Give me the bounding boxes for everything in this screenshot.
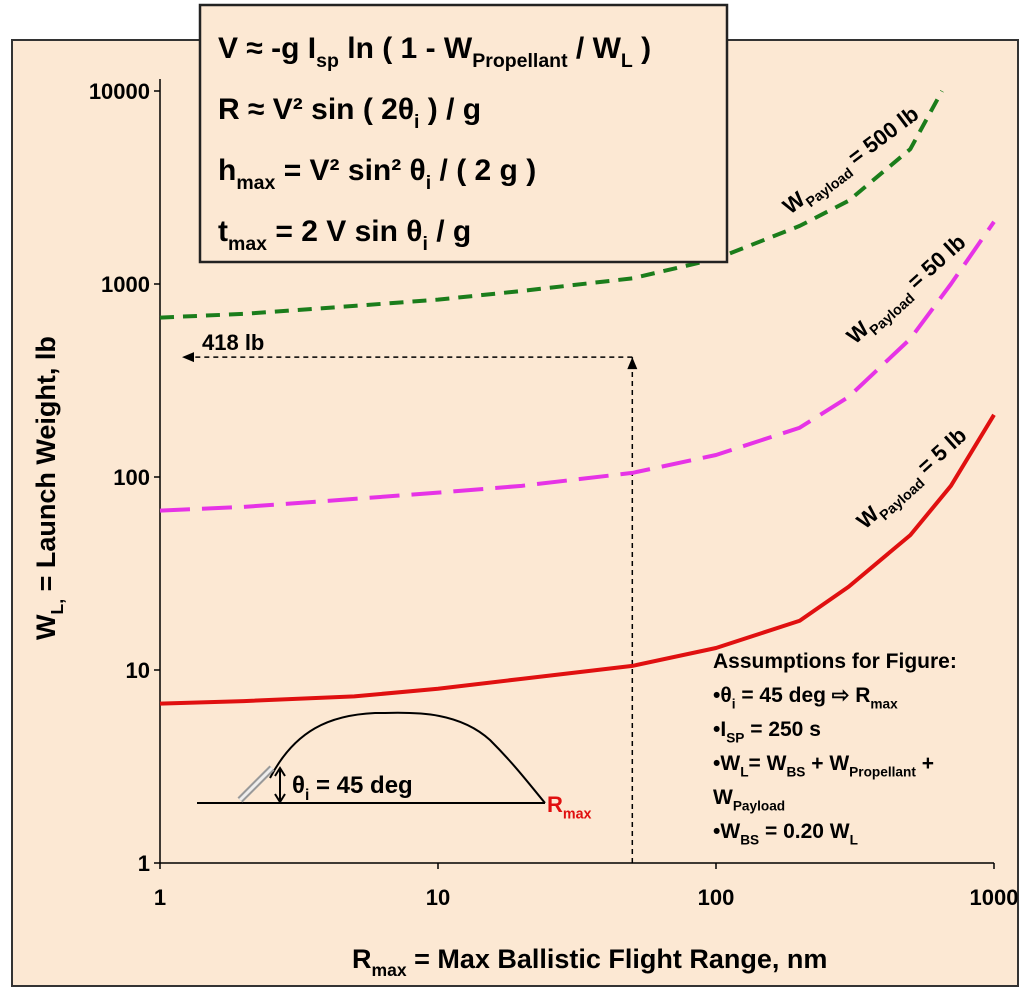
subscript: max [228,233,267,255]
text-part: = 45 deg [309,772,412,799]
subscript: max [236,172,275,194]
subscript: L [740,764,748,779]
text-part: t [218,215,228,248]
subscript: L [850,832,858,847]
subscript: max [372,960,407,980]
assumption-line: Assumptions for Figure: [713,650,957,673]
subscript: BS [740,832,759,847]
text-part: R [352,944,372,974]
text-part: + W [805,752,849,775]
text-part: V ≈ -g I [218,32,316,65]
text-part: = 250 s [744,718,820,741]
subscript: L, [47,599,67,615]
text-part: Assumptions for Figure: [713,650,957,673]
y-tick-label: 1 [138,851,150,876]
text-part: θ [292,772,305,799]
text-part: ) / g [419,93,481,126]
subscript: Propellant [849,764,916,779]
annotation-label: 418 lb [202,330,264,355]
x-tick-label: 1000 [970,885,1019,910]
subscript: Propellant [472,50,568,72]
text-part: R [547,792,563,817]
subscript: max [870,696,898,711]
subscript: SP [726,730,744,745]
text-part: W [31,614,61,640]
y-tick-label: 1000 [101,272,150,297]
text-part: •W [713,752,740,775]
text-part: ) [633,32,651,65]
chart: 1101001000100001101001000418 lbWPayload … [0,0,1028,994]
text-part: + [916,752,934,775]
subscript: Payload [733,798,785,813]
x-tick-label: 100 [698,885,735,910]
y-tick-label: 100 [113,465,150,490]
text-part: = 2 V sin θ [267,215,422,248]
subscript: L [621,50,633,72]
text-part: ln ( 1 - W [339,32,473,65]
text-part: •θ [713,684,732,707]
text-part: = Max Ballistic Flight Range, nm [407,944,828,974]
text-part: = Launch Weight, lb [31,336,61,599]
subscript: max [563,807,592,823]
text-part: / ( 2 g ) [431,154,536,187]
text-part: = V² sin² θ [275,154,425,187]
subscript: sp [316,50,339,72]
text-part: = 0.20 W [759,820,850,843]
text-part: / W [568,32,622,65]
text-part: = W [749,752,787,775]
subscript: BS [786,764,805,779]
text-part: •W [713,820,740,843]
text-part: / g [428,215,471,248]
y-tick-label: 10 [126,658,150,683]
text-part: h [218,154,236,187]
text-part: •I [713,718,726,741]
text-part: W [713,786,733,809]
x-tick-label: 1 [154,885,166,910]
x-tick-label: 10 [426,885,450,910]
text-part: = 45 deg ⇨ R [736,684,871,707]
y-tick-label: 10000 [89,79,150,104]
text-part: R ≈ V² sin ( 2θ [218,93,414,126]
